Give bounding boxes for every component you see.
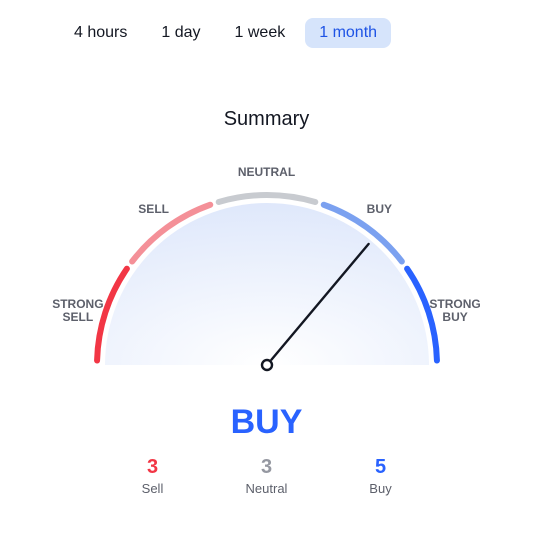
count-buy-label: Buy xyxy=(354,481,408,496)
signal-counts: 3 Sell 3 Neutral 5 Buy xyxy=(0,456,533,496)
gauge-label-sell: SELL xyxy=(138,203,169,217)
tab-1-month[interactable]: 1 month xyxy=(305,18,391,48)
count-neutral: 3 Neutral xyxy=(240,456,294,496)
gauge-pivot xyxy=(262,360,272,370)
tab-1-week[interactable]: 1 week xyxy=(221,18,300,48)
summary-gauge: STRONGSELLSELLNEUTRALBUYSTRONGBUY xyxy=(57,155,477,385)
count-buy: 5 Buy xyxy=(354,456,408,496)
gauge-svg xyxy=(57,155,477,385)
gauge-label-strong_sell: STRONGSELL xyxy=(52,298,103,326)
timeframe-tabs: 4 hours 1 day 1 week 1 month xyxy=(0,0,533,48)
count-buy-value: 5 xyxy=(354,456,408,479)
tab-4-hours[interactable]: 4 hours xyxy=(60,18,141,48)
count-sell: 3 Sell xyxy=(126,456,180,496)
verdict-text: BUY xyxy=(0,403,533,442)
count-sell-value: 3 xyxy=(126,456,180,479)
gauge-label-neutral: NEUTRAL xyxy=(238,166,295,180)
gauge-label-strong_buy: STRONGBUY xyxy=(429,298,480,326)
gauge-label-buy: BUY xyxy=(367,203,392,217)
count-neutral-label: Neutral xyxy=(240,481,294,496)
gauge-segment-neutral xyxy=(218,195,315,202)
count-neutral-value: 3 xyxy=(240,456,294,479)
tab-1-day[interactable]: 1 day xyxy=(147,18,214,48)
summary-title: Summary xyxy=(0,108,533,131)
count-sell-label: Sell xyxy=(126,481,180,496)
